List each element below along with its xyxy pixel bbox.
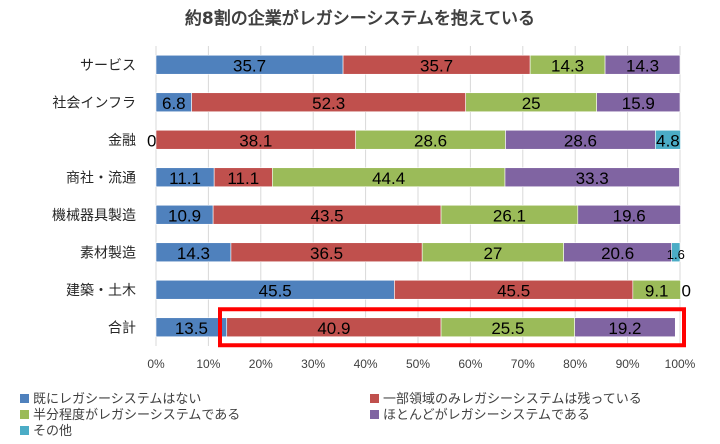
category-label: 合計 bbox=[108, 320, 136, 336]
category-label: 建築・土木 bbox=[66, 283, 136, 299]
category-label: 機械器具製造 bbox=[52, 208, 136, 224]
x-tick-label: 50% bbox=[406, 357, 430, 371]
data-label: 33.3 bbox=[576, 169, 609, 188]
legend-swatch bbox=[20, 410, 29, 419]
data-label: 10.9 bbox=[168, 206, 201, 225]
legend-label: 一部領域のみレガシーシステムは残っている bbox=[383, 391, 642, 407]
highlight-box bbox=[218, 307, 686, 348]
bar-segment bbox=[671, 242, 681, 263]
data-label: 25.5 bbox=[491, 319, 524, 338]
data-label: 27 bbox=[483, 244, 502, 263]
category-label: サービス bbox=[80, 58, 136, 74]
legend-label: 半分程度がレガシーシステムである bbox=[33, 407, 240, 423]
data-label: 20.6 bbox=[601, 244, 634, 263]
data-label: 0 bbox=[147, 131, 156, 150]
legend-label: 既にレガシーシステムはない bbox=[33, 392, 201, 407]
x-tick-label: 80% bbox=[563, 357, 587, 371]
data-label: 45.5 bbox=[497, 281, 530, 300]
data-label: 36.5 bbox=[310, 244, 343, 263]
data-label: 15.9 bbox=[622, 94, 655, 113]
x-tick-label: 60% bbox=[458, 357, 482, 371]
x-tick-label: 10% bbox=[196, 357, 220, 371]
legend-swatch bbox=[20, 394, 29, 403]
legend-label: ほとんどがレガシーシステムである bbox=[383, 408, 590, 423]
category-label: 社会インフラ bbox=[52, 95, 136, 111]
data-label: 25 bbox=[522, 94, 541, 113]
x-tick-label: 0% bbox=[147, 357, 165, 371]
data-label: 11.1 bbox=[169, 169, 201, 188]
data-label: 0 bbox=[682, 281, 691, 300]
bar-segment bbox=[632, 279, 681, 300]
x-tick-label: 90% bbox=[616, 357, 640, 371]
data-label: 13.5 bbox=[175, 319, 208, 338]
bar-segment bbox=[504, 167, 680, 188]
data-label: 4.8 bbox=[656, 131, 680, 150]
data-label: 1.6 bbox=[667, 247, 685, 262]
data-label: 45.5 bbox=[259, 281, 292, 300]
data-label: 14.3 bbox=[626, 56, 659, 75]
category-label: 商社・流通 bbox=[66, 170, 136, 186]
data-label: 14.3 bbox=[551, 56, 584, 75]
legend-swatch bbox=[370, 410, 379, 419]
bar-segment bbox=[577, 204, 681, 225]
data-label: 28.6 bbox=[414, 131, 447, 150]
data-label: 19.2 bbox=[608, 319, 641, 338]
legend-swatch bbox=[20, 426, 29, 435]
data-label: 40.9 bbox=[317, 319, 350, 338]
x-tick-label: 70% bbox=[511, 357, 535, 371]
legend-label: その他 bbox=[33, 424, 72, 439]
data-label: 52.3 bbox=[312, 94, 345, 113]
data-label: 35.7 bbox=[233, 56, 266, 75]
bar-segment bbox=[596, 92, 681, 113]
data-label: 14.3 bbox=[177, 244, 210, 263]
x-tick-label: 20% bbox=[249, 357, 273, 371]
data-label: 44.4 bbox=[372, 169, 405, 188]
category-label: 金融 bbox=[108, 133, 136, 149]
bar-segment bbox=[655, 129, 681, 150]
data-label: 38.1 bbox=[239, 131, 272, 150]
bar-segment bbox=[604, 54, 681, 75]
category-label: 素材製造 bbox=[80, 245, 136, 261]
data-label: 11.1 bbox=[227, 169, 259, 188]
x-tick-label: 30% bbox=[301, 357, 325, 371]
data-label: 26.1 bbox=[493, 206, 526, 225]
bar-segment bbox=[574, 317, 676, 338]
x-tick-label: 40% bbox=[354, 357, 378, 371]
x-tick-label: 100% bbox=[665, 357, 696, 371]
data-label: 19.6 bbox=[613, 206, 646, 225]
data-label: 28.6 bbox=[564, 131, 597, 150]
data-label: 6.8 bbox=[162, 94, 186, 113]
data-label: 43.5 bbox=[311, 206, 344, 225]
chart-title: 約8割の企業がレガシーシステムを抱えている bbox=[185, 8, 535, 29]
legend-swatch bbox=[370, 394, 379, 403]
data-label: 9.1 bbox=[645, 281, 669, 300]
data-label: 35.7 bbox=[420, 56, 453, 75]
